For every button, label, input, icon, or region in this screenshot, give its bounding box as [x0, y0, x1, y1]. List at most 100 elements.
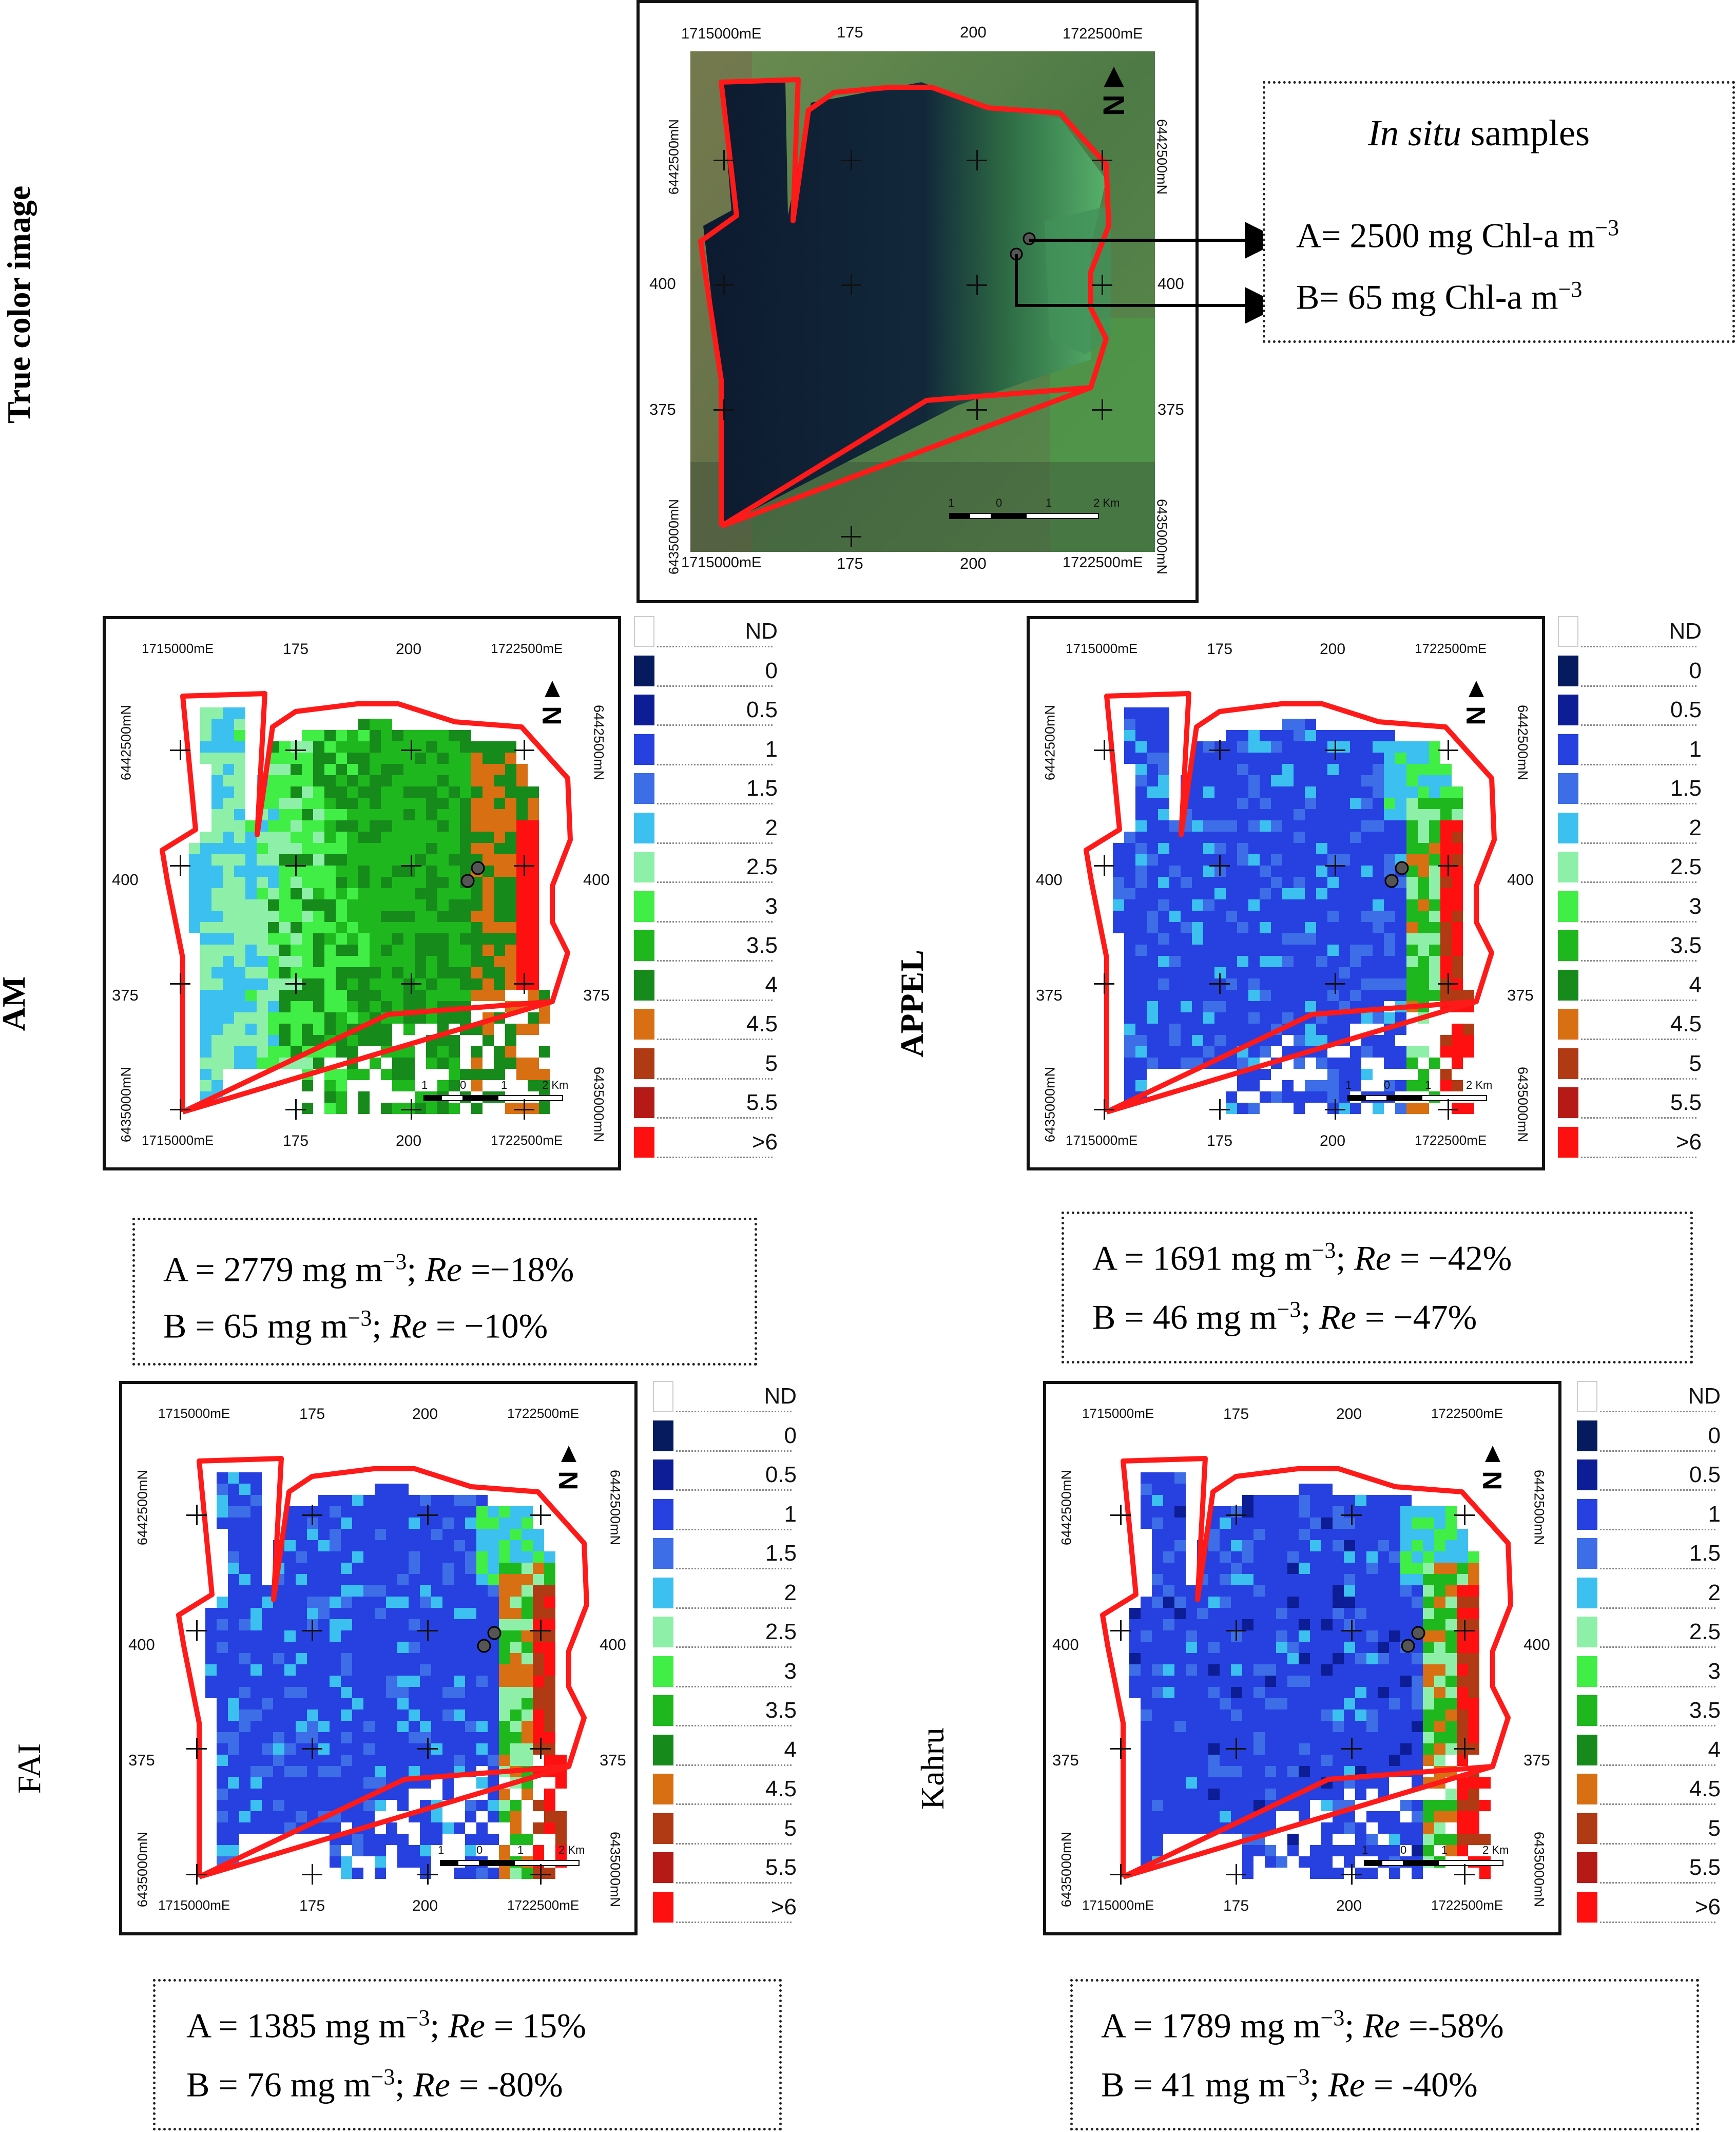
row-label-kahru: Kahru	[914, 1727, 951, 1810]
legend-dotted-line	[657, 724, 773, 726]
legend-dotted-line	[1600, 1803, 1715, 1805]
legend-swatch	[634, 969, 654, 1001]
legend-label: 3.5	[1689, 1698, 1721, 1723]
legend-swatch	[634, 1048, 654, 1079]
legend-label: 5.5	[765, 1855, 797, 1880]
am-result-b: B = 65 mg m−3; Re = −10%	[163, 1305, 548, 1347]
legend-dotted-line	[657, 1117, 773, 1119]
grid-cross	[401, 740, 421, 760]
scale-label: 0	[1400, 1843, 1407, 1856]
legend-label: 2	[1689, 815, 1702, 840]
legend-swatch	[653, 1774, 673, 1804]
map-bottom-tick: 1722500mE	[1431, 1897, 1503, 1913]
legend-dotted-line	[676, 1882, 792, 1884]
legend-label: 2.5	[746, 854, 778, 879]
legend-dotted-line	[1600, 1489, 1715, 1491]
result-box-am: A = 2779 mg m−3; Re =−18% B = 65 mg m−3;…	[132, 1218, 757, 1366]
grid-cross	[514, 855, 534, 876]
grid-cross	[186, 1620, 207, 1641]
legend-dotted-line	[657, 881, 773, 883]
grid-cross	[302, 1620, 322, 1641]
map-left-row-tick: 375	[128, 1751, 155, 1769]
legend-fai: ND 0 0.5 1 1.5 2 2.5 3 3.5 4 4.5 5 5.5 >6	[653, 1381, 827, 1935]
tc-left-tick-1: 400	[649, 275, 676, 293]
legend-dotted-line	[1581, 646, 1696, 647]
legend-dotted-line	[1600, 1882, 1715, 1884]
result-box-kahru: A = 1789 mg m−3; Re =-58% B = 41 mg m−3;…	[1070, 1979, 1699, 2130]
sample-point	[477, 1639, 491, 1653]
map-raster-am: N	[160, 681, 573, 1115]
grid-cross	[170, 740, 190, 760]
legend-dotted-line	[657, 960, 773, 962]
legend-label: 3	[765, 893, 778, 919]
legend-dotted-line	[1600, 1411, 1715, 1412]
legend-label: 3	[1689, 893, 1702, 919]
lagoon-outline	[1100, 1456, 1513, 1879]
tc-scale-0: 0	[996, 496, 1002, 509]
grid-cross	[302, 1864, 322, 1885]
map-left-row-tick: 375	[1036, 986, 1063, 1004]
legend-dotted-line	[1600, 1725, 1715, 1726]
scale-label: 1	[1345, 1079, 1352, 1091]
north-letter: N	[537, 706, 567, 725]
tc-top-tick-2: 200	[960, 23, 987, 41]
fai-b-sep: ;	[395, 2065, 414, 2104]
fai-a-val: A = 1385 mg m	[186, 2006, 406, 2045]
grid-cross	[417, 1864, 438, 1885]
legend-swatch	[634, 655, 654, 686]
legend-label: 1	[784, 1501, 797, 1527]
grid-cross	[285, 973, 306, 994]
legend-dotted-line	[657, 1156, 773, 1158]
map-right-tick-bottom: 6435000mN	[607, 1831, 623, 1908]
legend-label: 1.5	[1670, 776, 1702, 801]
fai-result-a: A = 1385 mg m−3; Re = 15%	[186, 2005, 586, 2046]
appel-a-re-value: = −42%	[1391, 1238, 1512, 1278]
map-top-tick: 200	[1336, 1406, 1362, 1423]
legend-label: ND	[745, 619, 778, 644]
legend-label: 4.5	[746, 1011, 778, 1036]
map-frame-am: 1715000mE 175 200 1722500mE 1715000mE 175 200 1…	[103, 616, 621, 1170]
appel-b-re-value: = −47%	[1356, 1297, 1477, 1337]
grid-cross	[514, 973, 534, 994]
grid-cross	[417, 1505, 438, 1525]
grid-cross	[530, 1620, 551, 1641]
legend-dotted-line	[1581, 960, 1696, 962]
map-top-tick: 1722500mE	[1431, 1406, 1503, 1421]
appel-b-exp: −3	[1277, 1297, 1301, 1322]
grid-cross	[1094, 973, 1114, 994]
map-top-tick: 200	[412, 1406, 438, 1423]
legend-dotted-line	[657, 920, 773, 923]
map-left-row-tick: 375	[1052, 1751, 1079, 1769]
insitu-title-italic: In situ	[1368, 112, 1462, 153]
grid-cross	[401, 855, 421, 876]
legend-dotted-line	[676, 1411, 792, 1412]
scale-bar-segment	[424, 1096, 442, 1101]
legend-label: 2.5	[1689, 1619, 1721, 1644]
tc-grid-cross	[967, 275, 987, 295]
map-bottom-tick: 175	[299, 1897, 325, 1914]
map-right-tick-bottom: 6435000mN	[1531, 1831, 1547, 1908]
map-left-row-tick: 400	[1052, 1636, 1079, 1654]
legend-label: >6	[1694, 1894, 1721, 1919]
grid-cross	[1209, 740, 1230, 760]
am-b-re-value: = −10%	[427, 1306, 548, 1346]
am-b-exp: −3	[348, 1305, 372, 1331]
sample-point	[1395, 861, 1409, 875]
scale-label: 2 Km	[1482, 1843, 1509, 1856]
legend-dotted-line	[1581, 1156, 1696, 1158]
legend-label: 5.5	[1689, 1855, 1721, 1880]
legend-swatch	[634, 773, 654, 804]
legend-dotted-line	[1600, 1568, 1715, 1569]
map-bottom-tick: 1715000mE	[142, 1132, 214, 1148]
legend-dotted-line	[657, 842, 773, 844]
map-right-row-tick: 375	[583, 986, 610, 1004]
scale-bar-segment	[479, 1860, 515, 1866]
legend-swatch	[1577, 1538, 1597, 1569]
am-b-val: B = 65 mg m	[163, 1306, 348, 1346]
legend-label: 5	[1708, 1815, 1721, 1841]
kahru-b-val: B = 41 mg m	[1101, 2065, 1286, 2104]
map-bottom-tick: 1722500mE	[1415, 1132, 1487, 1148]
scale-label: 1	[421, 1079, 428, 1091]
sample-point	[487, 1626, 501, 1640]
legend-dotted-line	[676, 1450, 792, 1452]
